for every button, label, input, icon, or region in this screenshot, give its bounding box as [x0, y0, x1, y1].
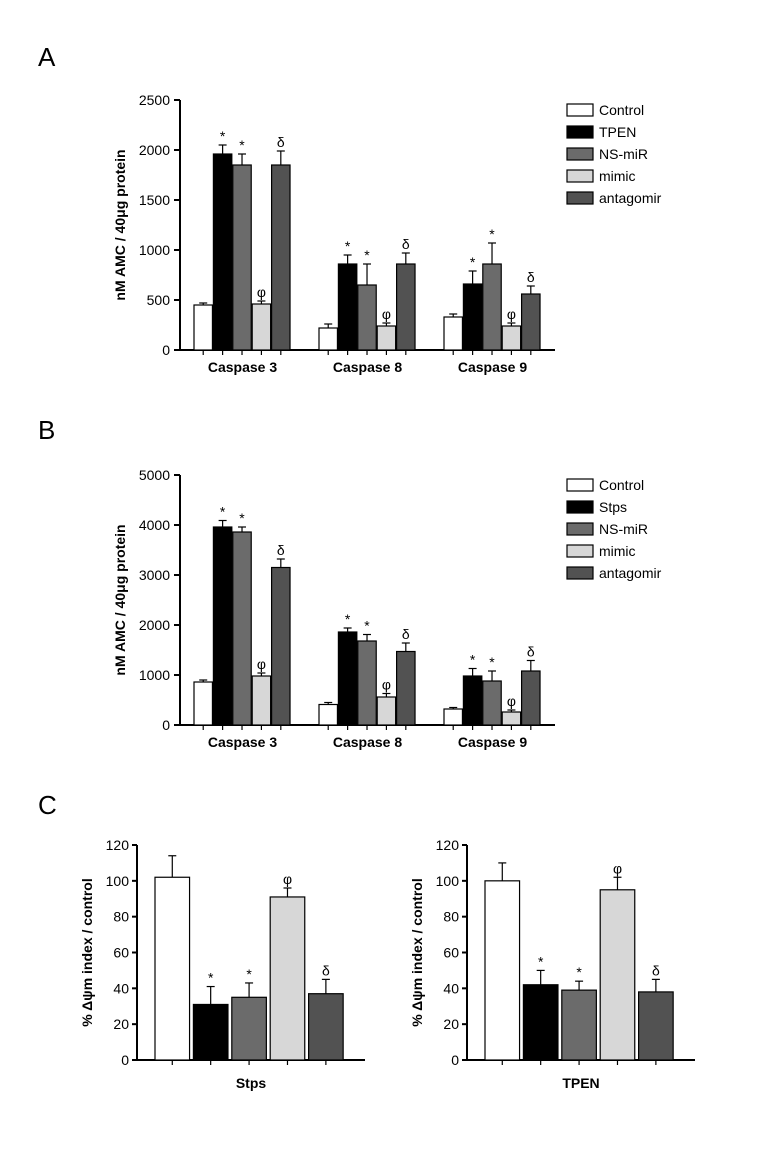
svg-text:δ: δ: [527, 269, 535, 285]
svg-text:Caspase 8: Caspase 8: [333, 734, 402, 750]
svg-text:20: 20: [443, 1016, 459, 1032]
svg-text:3000: 3000: [139, 567, 170, 583]
svg-text:*: *: [489, 654, 495, 670]
svg-text:*: *: [220, 128, 226, 144]
svg-text:500: 500: [147, 292, 171, 308]
svg-text:120: 120: [106, 837, 130, 853]
svg-text:% Δψm index / control: % Δψm index / control: [79, 878, 95, 1026]
svg-text:φ: φ: [257, 656, 266, 672]
svg-text:Caspase 3: Caspase 3: [208, 734, 277, 750]
svg-text:antagomir: antagomir: [599, 190, 662, 206]
panel-b-label: B: [38, 415, 55, 446]
svg-text:*: *: [470, 254, 476, 270]
svg-text:*: *: [364, 618, 370, 634]
svg-text:Control: Control: [599, 102, 644, 118]
svg-text:*: *: [489, 226, 495, 242]
svg-text:*: *: [246, 966, 252, 982]
svg-text:*: *: [239, 137, 245, 153]
svg-text:Control: Control: [599, 477, 644, 493]
svg-text:Caspase 8: Caspase 8: [333, 359, 402, 375]
svg-text:nM AMC / 40μg protein: nM AMC / 40μg protein: [112, 149, 128, 300]
svg-text:mimic: mimic: [599, 168, 636, 184]
svg-text:Stps: Stps: [236, 1075, 267, 1091]
svg-text:antagomir: antagomir: [599, 565, 662, 581]
svg-text:40: 40: [443, 980, 459, 996]
svg-text:δ: δ: [402, 236, 410, 252]
svg-text:80: 80: [113, 909, 129, 925]
svg-text:mimic: mimic: [599, 543, 636, 559]
svg-text:0: 0: [162, 717, 170, 733]
svg-text:δ: δ: [277, 542, 285, 558]
svg-text:% Δψm index / control: % Δψm index / control: [409, 878, 425, 1026]
svg-text:*: *: [239, 510, 245, 526]
svg-text:TPEN: TPEN: [562, 1075, 599, 1091]
svg-text:nM AMC / 40μg protein: nM AMC / 40μg protein: [112, 524, 128, 675]
svg-text:*: *: [345, 611, 351, 627]
svg-text:*: *: [576, 964, 582, 980]
panel-c-label: C: [38, 790, 57, 821]
svg-text:*: *: [470, 652, 476, 668]
svg-text:2000: 2000: [139, 142, 170, 158]
chart-b: 0 1000 2000 3000 4000 5000 nM AMC / 40μg prote…: [105, 455, 715, 775]
svg-text:φ: φ: [507, 306, 516, 322]
svg-text:NS-miR: NS-miR: [599, 146, 648, 162]
svg-text:1000: 1000: [139, 667, 170, 683]
svg-text:0: 0: [121, 1052, 129, 1068]
svg-text:φ: φ: [257, 284, 266, 300]
svg-text:δ: δ: [277, 134, 285, 150]
svg-text:80: 80: [443, 909, 459, 925]
chart-c: 0 20 40 60 80 100 120 % Δψm index / control * * φ δ…: [65, 830, 715, 1120]
svg-text:60: 60: [113, 945, 129, 961]
svg-text:Stps: Stps: [599, 499, 627, 515]
svg-text:1000: 1000: [139, 242, 170, 258]
chart-a: 0 500 1000 1500 2000 2500 nM AMC / 40μg protei…: [105, 80, 715, 400]
svg-text:*: *: [208, 970, 214, 986]
svg-text:δ: δ: [652, 962, 660, 978]
svg-text:Caspase 9: Caspase 9: [458, 734, 527, 750]
svg-text:*: *: [345, 238, 351, 254]
svg-text:1500: 1500: [139, 192, 170, 208]
svg-text:φ: φ: [507, 693, 516, 709]
svg-text:φ: φ: [382, 677, 391, 693]
svg-text:0: 0: [162, 342, 170, 358]
svg-text:*: *: [220, 504, 226, 520]
svg-text:φ: φ: [382, 306, 391, 322]
svg-text:0: 0: [451, 1052, 459, 1068]
svg-text:2500: 2500: [139, 92, 170, 108]
svg-text:5000: 5000: [139, 467, 170, 483]
svg-text:2000: 2000: [139, 617, 170, 633]
panel-a-label: A: [38, 42, 55, 73]
svg-text:*: *: [538, 953, 544, 969]
svg-text:φ: φ: [283, 871, 292, 887]
svg-text:TPEN: TPEN: [599, 124, 636, 140]
svg-text:40: 40: [113, 980, 129, 996]
svg-text:4000: 4000: [139, 517, 170, 533]
svg-text:δ: δ: [527, 644, 535, 660]
svg-text:*: *: [364, 247, 370, 263]
svg-text:60: 60: [443, 945, 459, 961]
svg-text:δ: δ: [402, 626, 410, 642]
svg-text:φ: φ: [613, 860, 622, 876]
svg-text:100: 100: [106, 873, 130, 889]
svg-text:100: 100: [436, 873, 460, 889]
svg-text:120: 120: [436, 837, 460, 853]
svg-text:20: 20: [113, 1016, 129, 1032]
svg-text:Caspase 9: Caspase 9: [458, 359, 527, 375]
svg-text:Caspase 3: Caspase 3: [208, 359, 277, 375]
svg-text:δ: δ: [322, 962, 330, 978]
svg-text:NS-miR: NS-miR: [599, 521, 648, 537]
